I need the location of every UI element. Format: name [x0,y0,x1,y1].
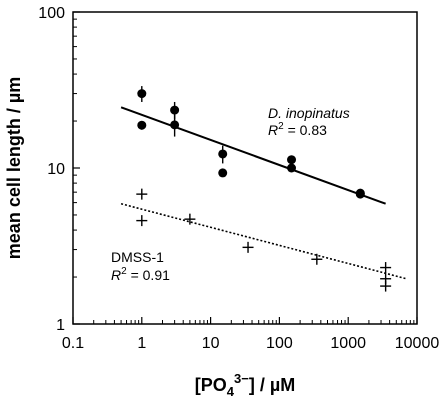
x-axis-label: [PO43−] / µM [195,371,295,399]
x-tick-label: 10000 [395,335,440,352]
x-label-subscript: 4 [227,384,235,399]
x-label-prefix: [PO [195,375,227,395]
y-axis-label: mean cell length / µm [4,77,24,259]
y-axis-ticks: 1 10 100 [38,5,80,334]
point-dinopinatus [137,89,147,99]
point-dmss1 [242,241,254,253]
x-tick-label: 1000 [330,335,366,352]
r2-value-dmss1: = 0.91 [127,267,170,283]
r2-value-dinopinatus: = 0.83 [284,122,327,138]
x-tick-label: 10 [202,335,220,352]
point-dinopinatus [218,168,228,178]
r2-exponent-dmss1: 2 [121,266,127,277]
x-tick-label: 100 [266,335,293,352]
point-dinopinatus [355,189,365,199]
point-dmss1 [311,253,323,265]
point-dinopinatus [170,120,180,130]
plot-frame [72,11,418,325]
point-dinopinatus [287,163,297,173]
point-dinopinatus [218,149,228,159]
annotation-dinopinatus-r2: R2 = 0.83 [268,121,327,138]
point-dinopinatus [170,105,180,115]
y-tick-label: 10 [47,161,65,178]
point-dmss1 [184,213,196,225]
r2-symbol-dinopinatus: R [268,122,278,138]
y-tick-label: 100 [38,5,65,22]
x-label-superscript: 3− [234,371,249,386]
point-dinopinatus [287,155,297,165]
point-dmss1 [380,262,392,274]
data-markers [136,86,392,292]
fit-lines [120,106,407,280]
annotation-dmss1-name: DMSS-1 [111,249,164,265]
point-dmss1 [136,215,148,227]
point-dmss1 [136,188,148,200]
r2-symbol-dmss1: R [111,267,121,283]
annotation-dinopinatus-name: D. inopinatus [268,105,350,121]
y-tick-label: 1 [56,317,65,334]
x-label-suffix: ] / µM [249,375,295,395]
fit-line-dinopinatus [120,106,386,205]
annotation-dmss1-r2: R2 = 0.91 [111,266,170,283]
x-tick-label: 0.1 [62,335,84,352]
fit-line-dmss1 [120,202,407,280]
point-dinopinatus [137,120,147,130]
x-tick-label: 1 [137,335,146,352]
x-axis-ticks: 0.1 1 10 100 1000 10000 [62,317,439,352]
point-dmss1 [380,280,392,292]
r2-exponent-dinopinatus: 2 [278,121,284,132]
